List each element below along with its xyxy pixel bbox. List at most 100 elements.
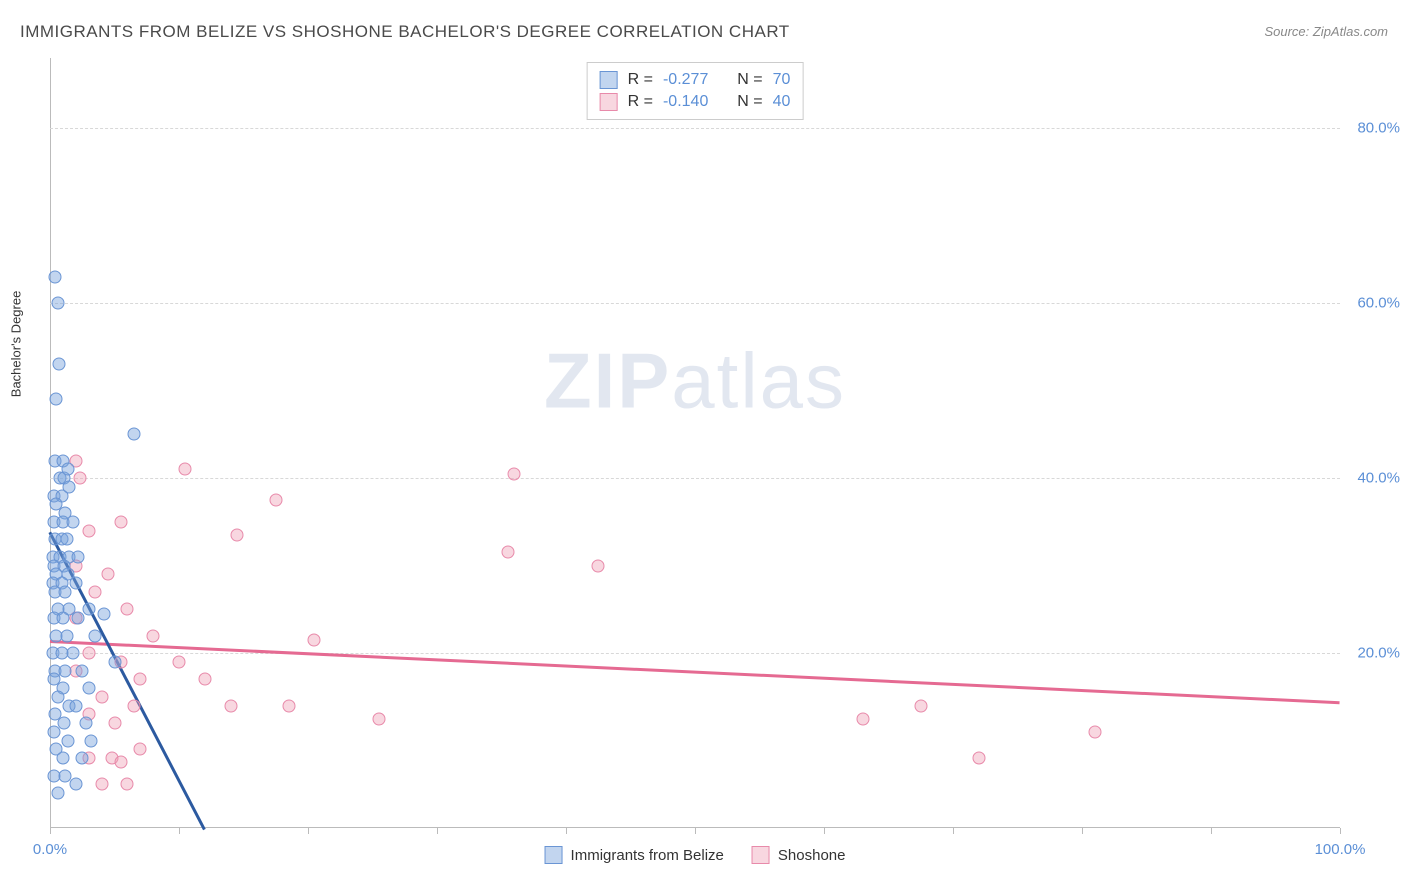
scatter-point-belize: [108, 655, 121, 668]
stat-r-value: -0.277: [663, 71, 708, 89]
scatter-point-shoshone: [134, 743, 147, 756]
y-tick-label: 20.0%: [1357, 645, 1400, 662]
y-tick-label: 60.0%: [1357, 295, 1400, 312]
grid-line: [50, 128, 1340, 129]
scatter-point-shoshone: [121, 603, 134, 616]
scatter-point-shoshone: [372, 712, 385, 725]
scatter-point-belize: [59, 585, 72, 598]
scatter-point-shoshone: [508, 467, 521, 480]
y-tick-label: 80.0%: [1357, 120, 1400, 137]
x-tick: [437, 828, 438, 834]
scatter-point-shoshone: [856, 712, 869, 725]
x-tick-label: 0.0%: [33, 841, 67, 858]
chart-container: Bachelor's Degree ZIPatlas 20.0%40.0%60.…: [50, 58, 1340, 828]
legend-swatch: [545, 846, 563, 864]
scatter-point-shoshone: [134, 673, 147, 686]
scatter-point-belize: [76, 664, 89, 677]
legend-item: Shoshone: [752, 846, 846, 864]
scatter-point-belize: [69, 778, 82, 791]
scatter-point-belize: [67, 515, 80, 528]
scatter-point-shoshone: [102, 568, 115, 581]
scatter-point-shoshone: [108, 717, 121, 730]
scatter-point-shoshone: [224, 699, 237, 712]
scatter-point-belize: [51, 297, 64, 310]
scatter-point-belize: [62, 463, 75, 476]
scatter-point-shoshone: [89, 585, 102, 598]
scatter-point-belize: [82, 682, 95, 695]
grid-line: [50, 478, 1340, 479]
x-tick: [179, 828, 180, 834]
legend-label: Shoshone: [778, 847, 846, 864]
scatter-point-belize: [69, 699, 82, 712]
stat-n-label: N =: [737, 93, 762, 111]
scatter-point-belize: [67, 647, 80, 660]
scatter-point-shoshone: [121, 778, 134, 791]
x-tick: [566, 828, 567, 834]
stat-n-value: 70: [773, 71, 791, 89]
scatter-point-shoshone: [114, 515, 127, 528]
scatter-point-belize: [62, 734, 75, 747]
scatter-point-shoshone: [592, 559, 605, 572]
scatter-point-shoshone: [114, 756, 127, 769]
x-tick: [50, 828, 51, 834]
scatter-point-shoshone: [914, 699, 927, 712]
scatter-point-shoshone: [972, 752, 985, 765]
stat-n-value: 40: [773, 93, 791, 111]
source-label: Source: ZipAtlas.com: [1264, 24, 1388, 39]
scatter-point-belize: [59, 664, 72, 677]
scatter-point-belize: [127, 428, 140, 441]
legend-item: Immigrants from Belize: [545, 846, 724, 864]
y-axis-label: Bachelor's Degree: [9, 291, 24, 398]
series-legend: Immigrants from Belize Shoshone: [545, 846, 846, 864]
x-tick: [824, 828, 825, 834]
scatter-point-shoshone: [95, 778, 108, 791]
scatter-point-belize: [72, 612, 85, 625]
scatter-point-belize: [60, 629, 73, 642]
scatter-point-belize: [53, 358, 66, 371]
x-tick: [1340, 828, 1341, 834]
scatter-point-belize: [98, 607, 111, 620]
scatter-point-shoshone: [147, 629, 160, 642]
scatter-point-shoshone: [73, 472, 86, 485]
x-tick: [1082, 828, 1083, 834]
x-tick: [695, 828, 696, 834]
scatter-point-shoshone: [198, 673, 211, 686]
legend-row: R = -0.140 N = 40: [600, 91, 791, 113]
stat-r-label: R =: [628, 93, 653, 111]
chart-title: IMMIGRANTS FROM BELIZE VS SHOSHONE BACHE…: [20, 22, 790, 42]
scatter-point-belize: [51, 690, 64, 703]
scatter-point-shoshone: [1088, 725, 1101, 738]
scatter-point-belize: [69, 577, 82, 590]
y-tick-label: 40.0%: [1357, 470, 1400, 487]
stat-r-label: R =: [628, 71, 653, 89]
scatter-point-shoshone: [173, 655, 186, 668]
x-tick: [1211, 828, 1212, 834]
scatter-point-belize: [63, 480, 76, 493]
scatter-point-belize: [49, 270, 62, 283]
stat-n-label: N =: [737, 71, 762, 89]
scatter-point-belize: [82, 603, 95, 616]
scatter-point-shoshone: [127, 699, 140, 712]
scatter-point-shoshone: [95, 690, 108, 703]
grid-line: [50, 303, 1340, 304]
legend-label: Immigrants from Belize: [571, 847, 724, 864]
x-tick: [308, 828, 309, 834]
plot-area: ZIPatlas 20.0%40.0%60.0%80.0%0.0%100.0%: [50, 58, 1340, 828]
scatter-point-belize: [72, 550, 85, 563]
scatter-point-belize: [56, 752, 69, 765]
scatter-point-shoshone: [231, 528, 244, 541]
legend-row: R = -0.277 N = 70: [600, 69, 791, 91]
scatter-point-belize: [85, 734, 98, 747]
legend-swatch: [600, 93, 618, 111]
legend-swatch: [752, 846, 770, 864]
scatter-point-shoshone: [179, 463, 192, 476]
scatter-point-belize: [47, 725, 60, 738]
scatter-point-belize: [89, 629, 102, 642]
stat-r-value: -0.140: [663, 93, 708, 111]
correlation-legend: R = -0.277 N = 70 R = -0.140 N = 40: [587, 62, 804, 120]
x-tick: [953, 828, 954, 834]
scatter-point-belize: [51, 787, 64, 800]
scatter-point-shoshone: [82, 647, 95, 660]
watermark: ZIPatlas: [544, 336, 846, 427]
legend-swatch: [600, 71, 618, 89]
